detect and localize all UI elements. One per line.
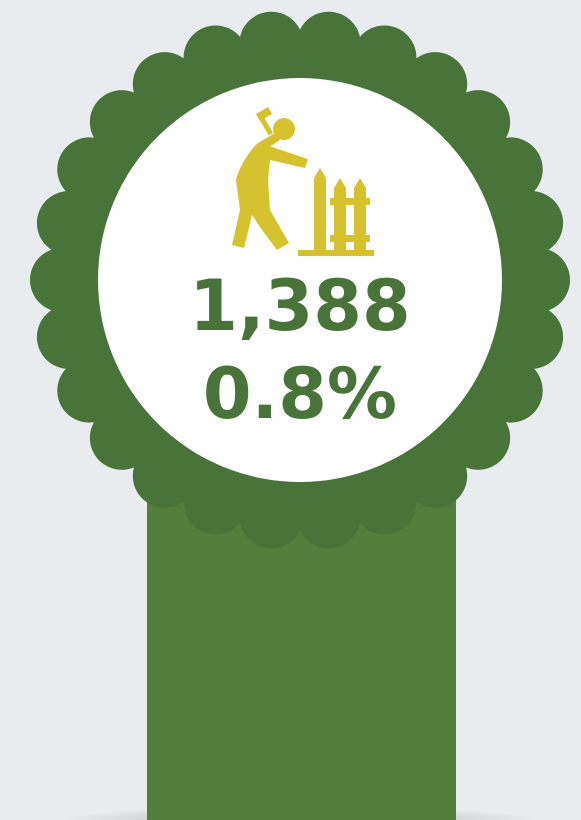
scallop <box>36 191 101 256</box>
scallop <box>36 304 101 369</box>
scallop <box>239 11 304 76</box>
percent-text: 0.8% <box>203 353 397 435</box>
scallop <box>403 443 468 508</box>
worker-icon <box>232 107 374 256</box>
scallop <box>506 248 570 312</box>
scallop <box>446 405 511 470</box>
scallop <box>89 405 154 470</box>
scallop <box>57 137 122 202</box>
scallop <box>352 470 417 535</box>
scallop <box>239 484 304 549</box>
scallop <box>478 358 543 423</box>
scallop <box>296 11 361 76</box>
scallop <box>30 248 94 312</box>
scallop <box>499 191 564 256</box>
count-text: 1,388 <box>189 265 410 347</box>
scallop <box>89 90 154 155</box>
scallop <box>183 25 248 90</box>
inner-circle <box>98 78 502 482</box>
scallop <box>352 25 417 90</box>
scallop <box>499 304 564 369</box>
scallop <box>57 358 122 423</box>
scallop <box>183 470 248 535</box>
scallop <box>132 52 197 117</box>
scallop <box>403 52 468 117</box>
scallop <box>296 484 361 549</box>
scallop <box>132 443 197 508</box>
scallop <box>446 90 511 155</box>
scallop <box>478 137 543 202</box>
